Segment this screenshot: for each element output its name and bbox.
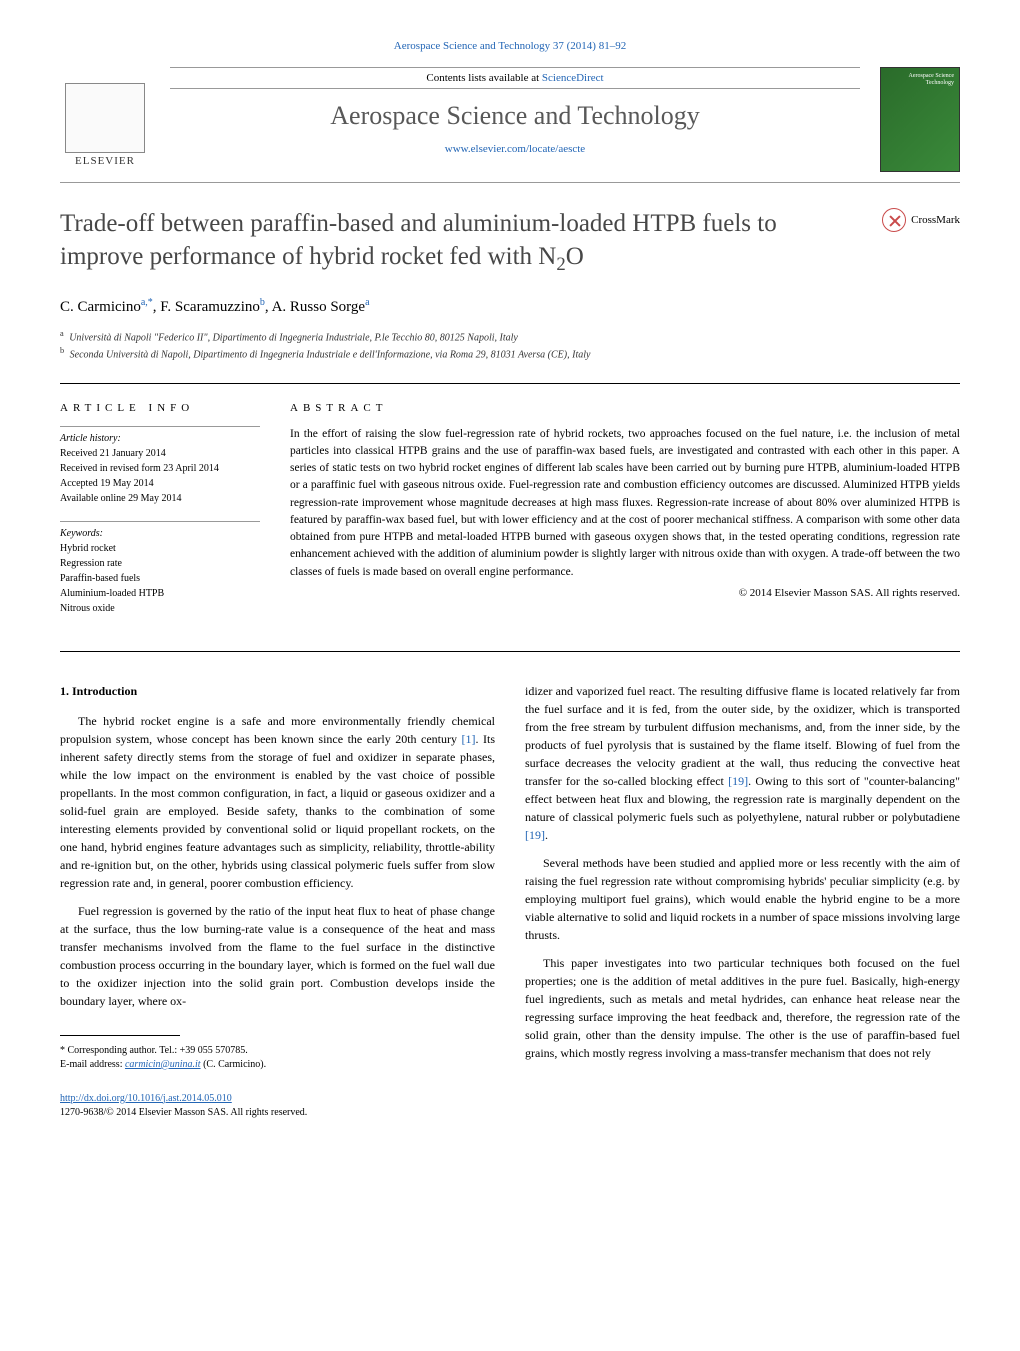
corresponding-text: Corresponding author. Tel.: +39 055 5707… bbox=[68, 1045, 248, 1056]
article-title: Trade-off between paraffin-based and alu… bbox=[60, 208, 882, 277]
journal-name: Aerospace Science and Technology bbox=[170, 101, 860, 131]
keyword: Regression rate bbox=[60, 556, 260, 571]
issn-copyright: 1270-9638/© 2014 Elsevier Masson SAS. Al… bbox=[60, 1106, 495, 1120]
sciencedirect-link[interactable]: ScienceDirect bbox=[542, 72, 604, 84]
journal-cover[interactable]: Aerospace Science Technology bbox=[880, 67, 960, 172]
crossmark-label: CrossMark bbox=[911, 214, 960, 226]
author-3: , A. Russo Sorge bbox=[265, 299, 365, 315]
divider bbox=[60, 182, 960, 183]
keywords-label: Keywords: bbox=[60, 526, 260, 541]
elsevier-logo[interactable]: ELSEVIER bbox=[60, 67, 150, 167]
revised-date: Received in revised form 23 April 2014 bbox=[60, 461, 260, 476]
journal-url[interactable]: www.elsevier.com/locate/aescte bbox=[170, 143, 860, 155]
keywords-block: Keywords: Hybrid rocket Regression rate … bbox=[60, 521, 260, 616]
elsevier-tree-icon bbox=[65, 83, 145, 153]
keywords-list: Hybrid rocket Regression rate Paraffin-b… bbox=[60, 541, 260, 616]
corresponding-email[interactable]: carmicin@unina.it bbox=[125, 1059, 201, 1070]
body-column-left: 1. Introduction The hybrid rocket engine… bbox=[60, 682, 495, 1120]
authors-list: C. Carmicinoa,*, F. Scaramuzzinob, A. Ru… bbox=[60, 297, 960, 316]
email-label: E-mail address: bbox=[60, 1059, 122, 1070]
keyword: Hybrid rocket bbox=[60, 541, 260, 556]
body-paragraph: Several methods have been studied and ap… bbox=[525, 854, 960, 944]
body-divider bbox=[60, 651, 960, 652]
section-heading: 1. Introduction bbox=[60, 682, 495, 700]
crossmark-icon bbox=[882, 208, 906, 232]
abstract-label: ABSTRACT bbox=[290, 402, 960, 414]
doi-link[interactable]: http://dx.doi.org/10.1016/j.ast.2014.05.… bbox=[60, 1093, 232, 1104]
author-2: , F. Scaramuzzino bbox=[153, 299, 260, 315]
body-column-right: idizer and vaporized fuel react. The res… bbox=[525, 682, 960, 1120]
footnote-divider bbox=[60, 1035, 180, 1036]
header-bar: ELSEVIER Contents lists available at Sci… bbox=[60, 67, 960, 172]
crossmark-badge[interactable]: CrossMark bbox=[882, 208, 960, 232]
header-citation[interactable]: Aerospace Science and Technology 37 (201… bbox=[60, 40, 960, 52]
abstract-column: ABSTRACT In the effort of raising the sl… bbox=[290, 402, 960, 631]
accepted-date: Accepted 19 May 2014 bbox=[60, 476, 260, 491]
body-paragraph: The hybrid rocket engine is a safe and m… bbox=[60, 712, 495, 892]
body-paragraph: idizer and vaporized fuel react. The res… bbox=[525, 682, 960, 844]
history-label: Article history: bbox=[60, 431, 260, 446]
affil-link-a2[interactable]: a bbox=[365, 297, 369, 308]
doi-block: http://dx.doi.org/10.1016/j.ast.2014.05.… bbox=[60, 1092, 495, 1120]
abstract-text: In the effort of raising the slow fuel-r… bbox=[290, 426, 960, 581]
author-1: C. Carmicino bbox=[60, 299, 141, 315]
ref-link[interactable]: [1] bbox=[462, 732, 476, 746]
received-date: Received 21 January 2014 bbox=[60, 446, 260, 461]
affiliation-b: Seconda Università di Napoli, Dipartimen… bbox=[70, 350, 591, 361]
abstract-copyright: © 2014 Elsevier Masson SAS. All rights r… bbox=[290, 587, 960, 599]
elsevier-label: ELSEVIER bbox=[75, 155, 135, 167]
contents-text: Contents lists available at bbox=[426, 72, 541, 84]
keyword: Nitrous oxide bbox=[60, 601, 260, 616]
affiliations: a Università di Napoli "Federico II", Di… bbox=[60, 328, 960, 363]
journal-cover-label: Aerospace Science Technology bbox=[881, 73, 954, 87]
email-author-name: (C. Carmicino). bbox=[203, 1059, 266, 1070]
affiliation-a: Università di Napoli "Federico II", Dipa… bbox=[69, 332, 518, 343]
keyword: Aluminium-loaded HTPB bbox=[60, 586, 260, 601]
contents-lists: Contents lists available at ScienceDirec… bbox=[170, 67, 860, 89]
ref-link[interactable]: [19] bbox=[728, 774, 748, 788]
online-date: Available online 29 May 2014 bbox=[60, 491, 260, 506]
article-info-column: ARTICLE INFO Article history: Received 2… bbox=[60, 402, 260, 631]
affil-link-a[interactable]: a, bbox=[141, 297, 148, 308]
body-paragraph: This paper investigates into two particu… bbox=[525, 954, 960, 1062]
article-info-label: ARTICLE INFO bbox=[60, 402, 260, 414]
article-history: Article history: Received 21 January 201… bbox=[60, 426, 260, 506]
corresponding-footnote: * Corresponding author. Tel.: +39 055 57… bbox=[60, 1044, 495, 1072]
ref-link[interactable]: [19] bbox=[525, 828, 545, 842]
body-columns: 1. Introduction The hybrid rocket engine… bbox=[60, 682, 960, 1120]
keyword: Paraffin-based fuels bbox=[60, 571, 260, 586]
body-paragraph: Fuel regression is governed by the ratio… bbox=[60, 902, 495, 1010]
